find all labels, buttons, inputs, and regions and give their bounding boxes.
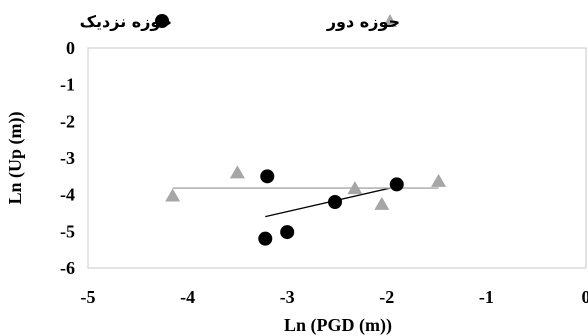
y-axis-ticks: 0 -1 -2 -3 -4 -5 -6 [60, 38, 75, 278]
y-axis-title: Ln (Up (m)) [5, 111, 26, 204]
y-tick-label: -1 [60, 75, 75, 95]
x-tick-label: -4 [180, 287, 195, 307]
near-field-point [258, 231, 273, 246]
y-tick-label: -2 [60, 111, 75, 131]
legend: حوزه نزدیک حوزه دور [80, 12, 400, 31]
y-tick-label: -5 [60, 221, 75, 241]
x-tick-label: 0 [582, 287, 588, 307]
legend-label-near-field: حوزه نزدیک [80, 12, 172, 31]
legend-circle-marker [155, 14, 169, 28]
far-field-point [229, 165, 245, 179]
y-tick-label: -6 [60, 258, 75, 278]
near-field-point [260, 169, 275, 184]
far-field-point [347, 181, 363, 195]
data-points [165, 165, 447, 246]
near-field-point [280, 225, 295, 240]
y-tick-label: -4 [60, 185, 75, 205]
legend-label-far-field: حوزه دور [326, 12, 400, 31]
x-tick-label: -2 [379, 287, 394, 307]
y-tick-label: -3 [60, 148, 75, 168]
x-tick-label: -3 [280, 287, 295, 307]
x-tick-label: -5 [81, 287, 96, 307]
y-tick-label: 0 [66, 38, 75, 58]
near-field-point [389, 177, 404, 192]
x-axis-ticks: -5 -4 -3 -2 -1 0 [81, 287, 588, 307]
x-tick-label: -1 [479, 287, 494, 307]
x-axis-title: Ln (PGD (m)) [284, 315, 392, 336]
far-field-point [431, 173, 447, 187]
far-field-point [165, 188, 181, 202]
far-field-point [374, 196, 390, 210]
plot-area [87, 47, 587, 269]
near-field-point [328, 195, 343, 209]
legend-triangle-marker [383, 14, 397, 27]
